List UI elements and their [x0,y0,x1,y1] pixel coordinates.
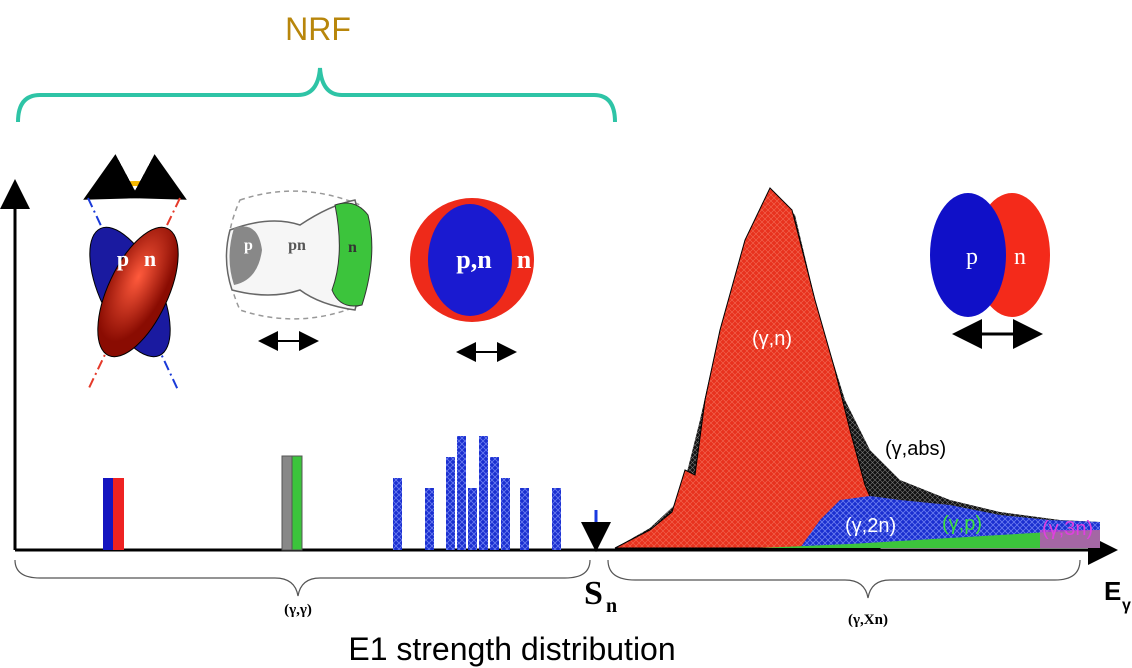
proton-skin [229,226,262,285]
gamma-n-area [614,187,881,549]
label: n [144,246,156,271]
label: n [348,239,357,256]
channel-label: (γ,abs) [885,438,946,460]
gamma-p-area [760,530,1100,548]
neutron-skin [331,202,373,307]
label: p [966,244,978,270]
bar [393,478,402,550]
bar [501,478,510,550]
bar [552,488,561,550]
neutron-shape [97,226,179,358]
bar [520,488,529,550]
axis-label: E [1104,576,1121,606]
bar [291,455,303,551]
label: p [117,246,129,271]
proton-sphere [428,204,512,316]
axis-subscript: γ [1122,597,1131,614]
channel-label: (γ,3n) [1042,518,1093,540]
caption: E1 strength distribution [348,631,675,667]
label: p,n [456,245,492,274]
scissors-arrow [83,154,187,200]
bar [468,488,477,550]
label: pn [288,237,306,254]
channel-label: (γ,p) [942,513,982,535]
fragmented-bars [393,436,561,550]
region-label: (γ,γ) [284,602,312,618]
brace [14,559,591,597]
label: p [244,237,253,254]
label: n [517,245,532,274]
region-label: (γ,Xn) [848,612,888,628]
bar [479,436,488,550]
bar [446,457,455,550]
threshold-label: S [584,575,603,612]
bar [425,488,434,550]
brace [607,559,1081,599]
proton-shape [930,193,1006,317]
title: NRF [285,11,351,47]
threshold-subscript: n [606,595,617,617]
gamma-3n-area [1040,530,1100,548]
nrf-brace [16,67,617,123]
bar [113,478,124,550]
channel-label: (γ,2n) [845,515,896,537]
channel-label: (γ,n) [752,328,792,350]
label: n [1014,244,1026,270]
bar [103,478,113,550]
bar [457,436,466,550]
bar [281,455,293,551]
bar [490,457,499,550]
